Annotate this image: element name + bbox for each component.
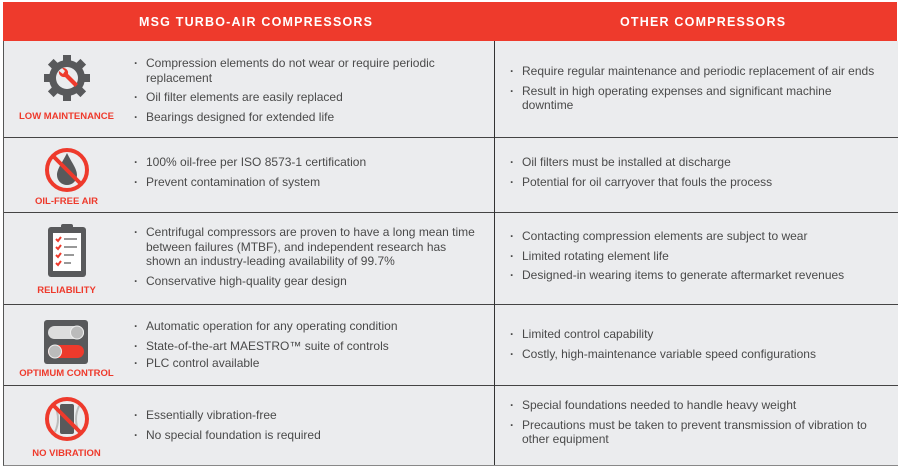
msg-list: Centrifugal compressors are proven to ha… <box>134 225 484 293</box>
list-item: Special foundations needed to handle hea… <box>510 398 880 413</box>
clipboard-checklist-icon <box>48 224 86 277</box>
toggle-switches-icon <box>44 320 88 364</box>
list-item: Centrifugal compressors are proven to ha… <box>134 225 484 269</box>
row-label: LOW MAINTENANCE <box>19 111 114 122</box>
list-item: Compression elements do not wear or requ… <box>134 56 484 85</box>
list-item: Limited control capability <box>510 327 880 342</box>
msg-list: 100% oil-free per ISO 8573-1 certificati… <box>134 155 484 194</box>
other-list: Special foundations needed to handle hea… <box>510 398 880 452</box>
other-list: Require regular maintenance and periodic… <box>510 64 880 118</box>
list-item: Automatic operation for any operating co… <box>134 319 484 334</box>
row-label: OIL-FREE AIR <box>35 196 98 207</box>
list-item: Precautions must be taken to prevent tra… <box>510 418 880 447</box>
gear-wrench-icon <box>44 55 90 101</box>
list-item: No special foundation is required <box>134 428 484 443</box>
list-item: Essentially vibration-free <box>134 408 484 423</box>
row-label: RELIABILITY <box>37 285 96 296</box>
list-item: Bearings designed for extended life <box>134 110 484 125</box>
list-item: Costly, high-maintenance variable speed … <box>510 347 880 362</box>
list-item: Require regular maintenance and periodic… <box>510 64 880 79</box>
table-row: OPTIMUM CONTROL Automatic operation for … <box>4 305 898 386</box>
list-item: 100% oil-free per ISO 8573-1 certificati… <box>134 155 484 170</box>
msg-list: Compression elements do not wear or requ… <box>134 56 484 129</box>
no-vibration-icon <box>45 397 89 441</box>
no-oil-drop-icon <box>45 148 89 192</box>
row-label: OPTIMUM CONTROL <box>19 368 114 379</box>
list-item: PLC control available <box>134 356 484 371</box>
other-list: Oil filters must be installed at dischar… <box>510 155 880 194</box>
list-item: Result in high operating expenses and si… <box>510 84 880 113</box>
msg-list: Automatic operation for any operating co… <box>134 319 484 376</box>
table-row: RELIABILITY Centrifugal compressors are … <box>4 213 898 305</box>
header-other: OTHER COMPRESSORS <box>620 15 787 29</box>
list-item: Conservative high-quality gear design <box>134 274 484 289</box>
row-label: NO VIBRATION <box>32 448 101 459</box>
other-list: Contacting compression elements are subj… <box>510 229 880 288</box>
table-row: OIL-FREE AIR 100% oil-free per ISO 8573-… <box>4 138 898 213</box>
list-item: State-of-the-art MAESTRO™ suite of contr… <box>134 339 484 354</box>
table-row: LOW MAINTENANCE Compression elements do … <box>4 41 898 138</box>
column-divider <box>494 41 495 465</box>
comparison-table: LOW MAINTENANCE Compression elements do … <box>3 41 898 466</box>
table-row: NO VIBRATION Essentially vibration-free … <box>4 386 898 465</box>
list-item: Designed-in wearing items to generate af… <box>510 268 880 283</box>
msg-list: Essentially vibration-free No special fo… <box>134 408 484 447</box>
list-item: Contacting compression elements are subj… <box>510 229 880 244</box>
list-item: Limited rotating element life <box>510 249 880 264</box>
other-list: Limited control capability Costly, high-… <box>510 327 880 366</box>
list-item: Oil filter elements are easily replaced <box>134 90 484 105</box>
header-msg: MSG TURBO-AIR COMPRESSORS <box>139 15 374 29</box>
list-item: Oil filters must be installed at dischar… <box>510 155 880 170</box>
list-item: Potential for oil carryover that fouls t… <box>510 175 880 190</box>
table-header: MSG TURBO-AIR COMPRESSORS OTHER COMPRESS… <box>3 2 897 41</box>
list-item: Prevent contamination of system <box>134 175 484 190</box>
